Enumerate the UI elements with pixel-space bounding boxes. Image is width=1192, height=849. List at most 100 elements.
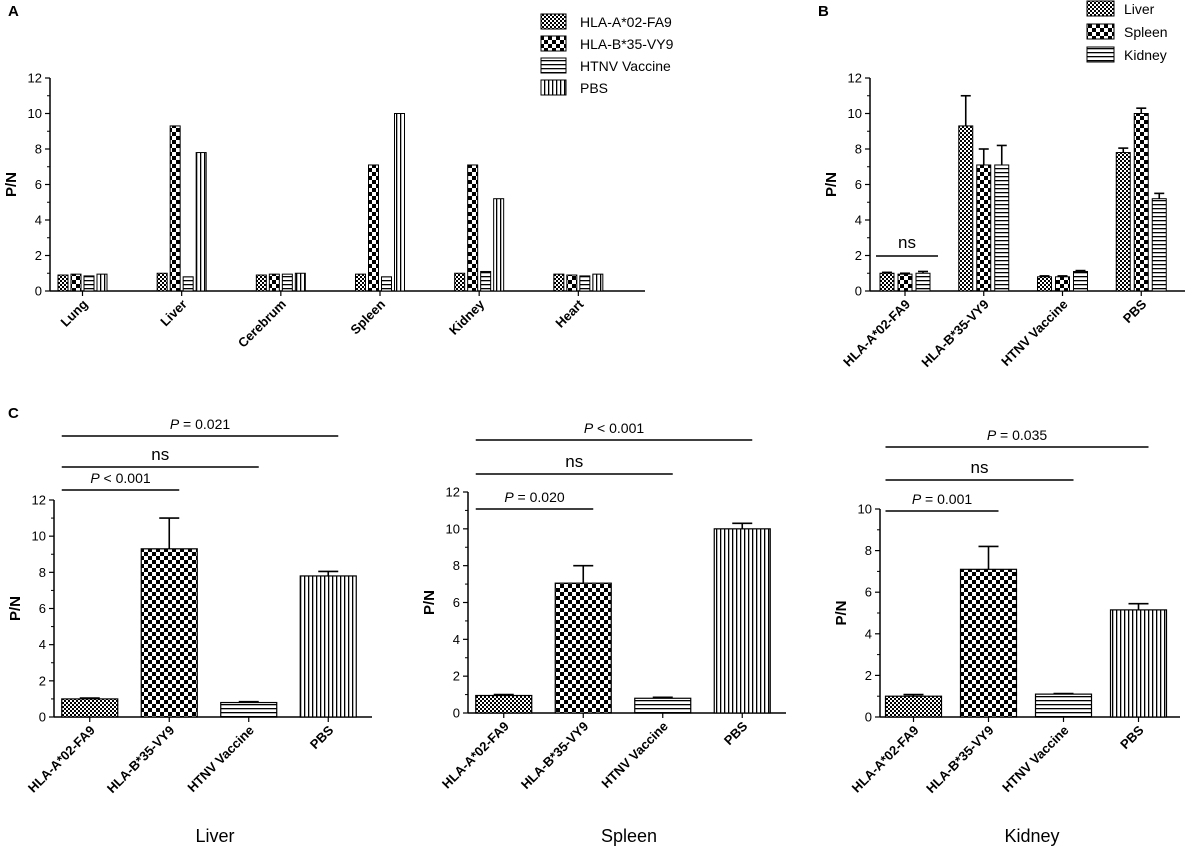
chart-c-liver-y-tick-label: 12: [32, 493, 46, 508]
legend-label-pbs: PBS: [580, 80, 608, 96]
chart-c-liver-y-axis-label: P/N: [7, 596, 24, 621]
chart-c-spleen-p-symbol: P: [584, 420, 594, 436]
chart-a-x-tick-label: Liver: [157, 297, 190, 330]
chart-a-y-tick-label: 8: [35, 142, 42, 157]
chart-c-spleen-p-value: = 0.020: [514, 489, 565, 505]
chart-c-kidney: 0 2 4 6 8 10 P/N HLA-A*02-FA9 HLA-B*35-VY9 HTNV V…: [833, 427, 1180, 846]
chart-c-spleen-comparison-label: P < 0.001: [584, 420, 645, 436]
chart-b-y-tick-label: 4: [855, 213, 862, 228]
chart-c-spleen-y-tick-label: 10: [446, 521, 460, 536]
chart-c-kidney-title: Kidney: [1004, 826, 1059, 846]
bar-lung-pbs: [96, 273, 108, 292]
bar-hla-b-35-vy9-spleen: [976, 164, 992, 292]
chart-b-x-tick-label: HLA-A*02-FA9: [840, 297, 913, 370]
bar-kidney-hla-b-35-vy9: [467, 164, 479, 292]
chart-c-spleen-y-tick-label: 12: [446, 485, 460, 500]
bar-liver-hla-a-02-fa9: [156, 272, 168, 292]
chart-c-liver-p-value: < 0.001: [100, 470, 151, 486]
chart-c-liver-bar-htnv-vaccine: [220, 701, 278, 718]
chart-c-liver-x-tick-label: HTNV Vaccine: [184, 723, 256, 795]
chart-c-kidney-y-tick-label: 4: [865, 626, 872, 641]
chart-c-spleen-comparison-label: ns: [565, 452, 583, 471]
chart-c-spleen: 0 2 4 6 8 10 12 P/N HLA-A*02-FA9 HLA-B*35-VY9 HTNV…: [421, 420, 786, 846]
chart-c-kidney-p-symbol: P: [912, 491, 922, 507]
bar-kidney-hla-a-02-fa9: [454, 272, 466, 292]
bar-liver-pbs: [195, 152, 207, 292]
chart-c-liver-y-tick-label: 4: [39, 637, 46, 652]
chart-a-legend: HLA-A*02-FA9 HLA-B*35-VY9 HTNV Vaccine PBS: [540, 13, 674, 96]
chart-c-spleen-y-tick-label: 8: [453, 558, 460, 573]
bar-cerebrum-pbs: [294, 272, 306, 292]
chart-c-kidney-p-value: = 0.035: [996, 427, 1047, 443]
chart-c-spleen-y-tick-label: 2: [453, 669, 460, 684]
chart-c-liver-x-tick-label: PBS: [307, 722, 337, 752]
chart-c-kidney-y-tick-label: 2: [865, 668, 872, 683]
chart-a-x-tick-label: Kidney: [446, 296, 488, 338]
legend-swatch-pbs: [540, 79, 567, 96]
chart-c-spleen-x-tick-label: PBS: [721, 718, 751, 748]
chart-a-x-tick-label: Cerebrum: [235, 297, 289, 351]
chart-c-liver-comparison-label: P < 0.001: [90, 470, 151, 486]
chart-c-kidney-bar-htnv-vaccine: [1034, 693, 1093, 718]
chart-c-liver-p-value: = 0.021: [179, 416, 230, 432]
bar-hla-a-02-fa9-liver: [879, 272, 895, 292]
bar-pbs-spleen: [1133, 113, 1149, 292]
chart-c-liver-title: Liver: [195, 826, 234, 846]
bar-heart-pbs: [592, 273, 604, 292]
chart-c-kidney-bar-hla-a-02-fa9: [884, 695, 943, 718]
chart-c-kidney-p-symbol: P: [987, 427, 997, 443]
chart-c-kidney-y-tick-label: 10: [858, 502, 872, 517]
legend-swatch-hla-b-35-vy9: [540, 35, 567, 52]
bar-htnv-vaccine-spleen: [1055, 276, 1070, 292]
chart-c-liver-p-symbol: P: [170, 416, 180, 432]
chart-c-kidney-p-value: = 0.001: [921, 491, 972, 507]
chart-b-y-axis-label: P/N: [823, 172, 840, 197]
bar-spleen-htnv-vaccine: [381, 276, 392, 292]
bar-heart-htnv-vaccine: [579, 275, 591, 292]
bar-spleen-hla-a-02-fa9: [355, 273, 366, 292]
bar-lung-htnv-vaccine: [83, 275, 95, 292]
legend-label-hla-b-35-vy9: HLA-B*35-VY9: [580, 36, 674, 52]
chart-c-kidney-y-tick-label: 0: [865, 710, 872, 725]
chart-c-spleen-p-value: < 0.001: [593, 420, 644, 436]
bar-kidney-htnv-vaccine: [480, 270, 492, 292]
chart-c-spleen-bar-htnv-vaccine: [634, 697, 692, 714]
chart-b-legend: Liver Spleen Kidney: [1086, 0, 1168, 63]
chart-c-liver-y-tick-label: 6: [39, 601, 46, 616]
bar-cerebrum-htnv-vaccine: [281, 273, 293, 292]
legend-label-liver: Liver: [1124, 1, 1155, 17]
panel-label-b: B: [818, 3, 829, 20]
chart-a-y-tick-label: 12: [28, 71, 42, 86]
chart-c-kidney-bar-pbs: [1109, 609, 1168, 718]
legend-swatch-liver: [1086, 0, 1115, 17]
bar-kidney-pbs: [493, 198, 505, 292]
bar-spleen-hla-b-35-vy9: [368, 164, 379, 292]
chart-b-y-tick-label: 12: [848, 71, 862, 86]
chart-a-x-tick-label: Spleen: [347, 296, 388, 337]
chart-a-y-tick-label: 4: [35, 213, 42, 228]
chart-b-x-tick-label: PBS: [1120, 296, 1150, 326]
chart-b-plot: 0 2 4 6 8 10 12 P/N HLA-A*02-FA9 HLA-B*35-VY9 HTNV…: [823, 71, 1185, 370]
legend-swatch-htnv-vaccine: [540, 57, 567, 74]
chart-c-kidney-y-tick-label: 6: [865, 585, 872, 600]
chart-c-spleen-bar-hla-b-35-vy9: [554, 582, 612, 714]
bar-pbs-liver: [1115, 152, 1131, 292]
chart-c-spleen-x-tick-label: HTNV Vaccine: [598, 719, 670, 791]
chart-b-y-tick-label: 0: [855, 284, 862, 299]
bar-htnv-vaccine-kidney: [1073, 270, 1088, 292]
bar-hla-a-02-fa9-kidney: [915, 272, 931, 292]
chart-b-y-tick-label: 2: [855, 248, 862, 263]
chart-c-kidney-comparison-label: P = 0.001: [912, 491, 973, 507]
chart-b: Liver Spleen Kidney 0 2 4 6 8 10 12 P/N HLA-A*02-F…: [823, 0, 1185, 370]
legend-label-hla-a-02-fa9: HLA-A*02-FA9: [580, 14, 672, 30]
chart-a-x-tick-label: Heart: [552, 296, 587, 331]
chart-b-y-tick-label: 8: [855, 142, 862, 157]
bar-liver-hla-b-35-vy9: [169, 125, 181, 292]
bar-cerebrum-hla-b-35-vy9: [268, 273, 280, 292]
chart-c-liver-y-tick-label: 8: [39, 565, 46, 580]
chart-c-kidney-x-tick-label: HLA-B*35-VY9: [923, 723, 996, 796]
chart-c-liver-comparison-label: ns: [151, 445, 169, 464]
chart-c-spleen-y-tick-label: 0: [453, 706, 460, 721]
chart-c-liver-comparison-label: P = 0.021: [170, 416, 231, 432]
